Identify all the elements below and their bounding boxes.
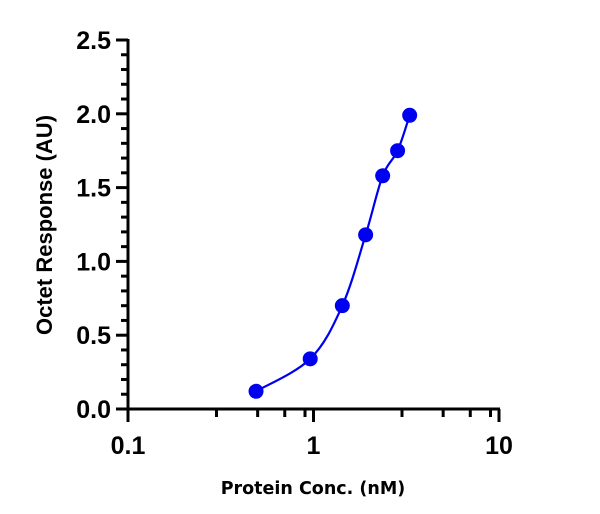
data-point bbox=[248, 383, 264, 399]
x-axis: 0.1 1 10 bbox=[111, 407, 513, 460]
y-tick-label: 0.0 bbox=[76, 396, 111, 424]
data-point bbox=[358, 227, 374, 243]
data-points bbox=[248, 107, 418, 399]
y-axis: 0.0 0.5 1.0 1.5 2.0 2.5 bbox=[76, 27, 130, 424]
data-point bbox=[402, 107, 418, 123]
y-tick-label: 2.5 bbox=[76, 27, 111, 55]
fit-curve bbox=[255, 114, 411, 393]
x-axis-title: Protein Conc. (nM) bbox=[221, 479, 406, 499]
y-tick-label: 1.5 bbox=[76, 175, 111, 203]
y-tick-label: 1.0 bbox=[76, 248, 111, 276]
x-tick-label: 1 bbox=[307, 432, 321, 460]
data-point bbox=[334, 298, 350, 314]
data-point bbox=[375, 168, 391, 184]
y-axis-title: Octet Response (AU) bbox=[32, 115, 57, 335]
data-point bbox=[302, 351, 318, 367]
x-tick-label: 0.1 bbox=[111, 432, 146, 460]
y-tick-label: 2.0 bbox=[76, 101, 111, 129]
x-tick-label: 10 bbox=[485, 432, 513, 460]
y-tick-label: 0.5 bbox=[76, 322, 111, 350]
data-point bbox=[390, 143, 406, 159]
